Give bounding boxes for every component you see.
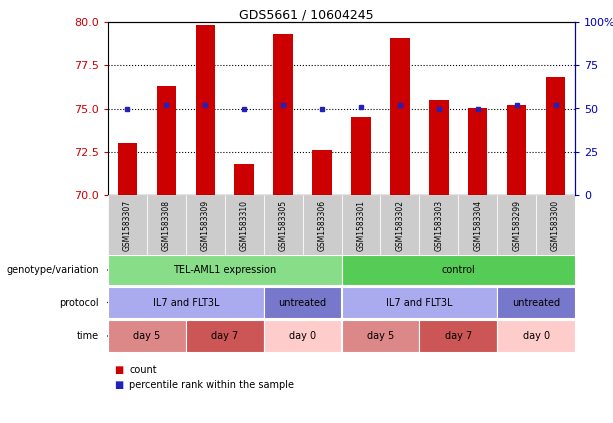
Bar [429,100,449,195]
Text: day 7: day 7 [211,331,238,341]
Text: protocol: protocol [59,297,99,308]
Bar [497,195,536,255]
Bar [419,195,459,255]
Text: GSM1583299: GSM1583299 [512,200,521,250]
Bar [264,320,341,352]
Text: percentile rank within the sample: percentile rank within the sample [129,380,294,390]
Bar [264,287,341,318]
Bar [507,105,527,195]
Bar [108,320,186,352]
Text: GSM1583310: GSM1583310 [240,200,249,250]
Text: day 5: day 5 [367,331,394,341]
Bar [497,320,575,352]
Bar [147,195,186,255]
Bar [108,287,264,318]
Text: untreated: untreated [512,297,560,308]
Text: GSM1583305: GSM1583305 [279,199,287,250]
Text: GSM1583306: GSM1583306 [318,199,327,250]
Bar [497,287,575,318]
Text: GSM1583300: GSM1583300 [551,199,560,250]
Bar [312,150,332,195]
Bar [196,25,215,195]
Bar [419,320,497,352]
Bar [273,34,293,195]
Bar [341,195,381,255]
Bar [459,195,497,255]
Bar [351,117,371,195]
Text: IL7 and FLT3L: IL7 and FLT3L [386,297,452,308]
Bar [341,255,575,285]
Text: TEL-AML1 expression: TEL-AML1 expression [173,265,276,275]
Bar [108,255,341,285]
Text: day 7: day 7 [444,331,472,341]
Text: day 5: day 5 [133,331,161,341]
Bar [303,195,341,255]
Bar [341,287,497,318]
Text: control: control [441,265,475,275]
Bar [225,195,264,255]
Text: GDS5661 / 10604245: GDS5661 / 10604245 [239,8,374,21]
Bar [536,195,575,255]
Text: GSM1583308: GSM1583308 [162,200,171,250]
Text: ■: ■ [114,380,123,390]
Bar [186,320,264,352]
Bar [235,164,254,195]
Text: GSM1583309: GSM1583309 [201,199,210,250]
Text: GSM1583304: GSM1583304 [473,199,482,250]
Bar [108,195,147,255]
Text: IL7 and FLT3L: IL7 and FLT3L [153,297,219,308]
Bar [468,109,487,195]
Text: ■: ■ [114,365,123,375]
Bar [186,195,225,255]
Bar [341,320,419,352]
Bar [264,195,303,255]
Text: count: count [129,365,157,375]
Bar [118,143,137,195]
Bar [390,38,409,195]
Text: day 0: day 0 [522,331,550,341]
Text: GSM1583301: GSM1583301 [356,200,365,250]
Text: day 0: day 0 [289,331,316,341]
Text: untreated: untreated [278,297,327,308]
Bar [157,86,176,195]
Text: GSM1583302: GSM1583302 [395,200,405,250]
Bar [381,195,419,255]
Text: GSM1583307: GSM1583307 [123,199,132,250]
Bar [546,77,565,195]
Text: GSM1583303: GSM1583303 [434,199,443,250]
Text: time: time [77,331,99,341]
Text: genotype/variation: genotype/variation [6,265,99,275]
